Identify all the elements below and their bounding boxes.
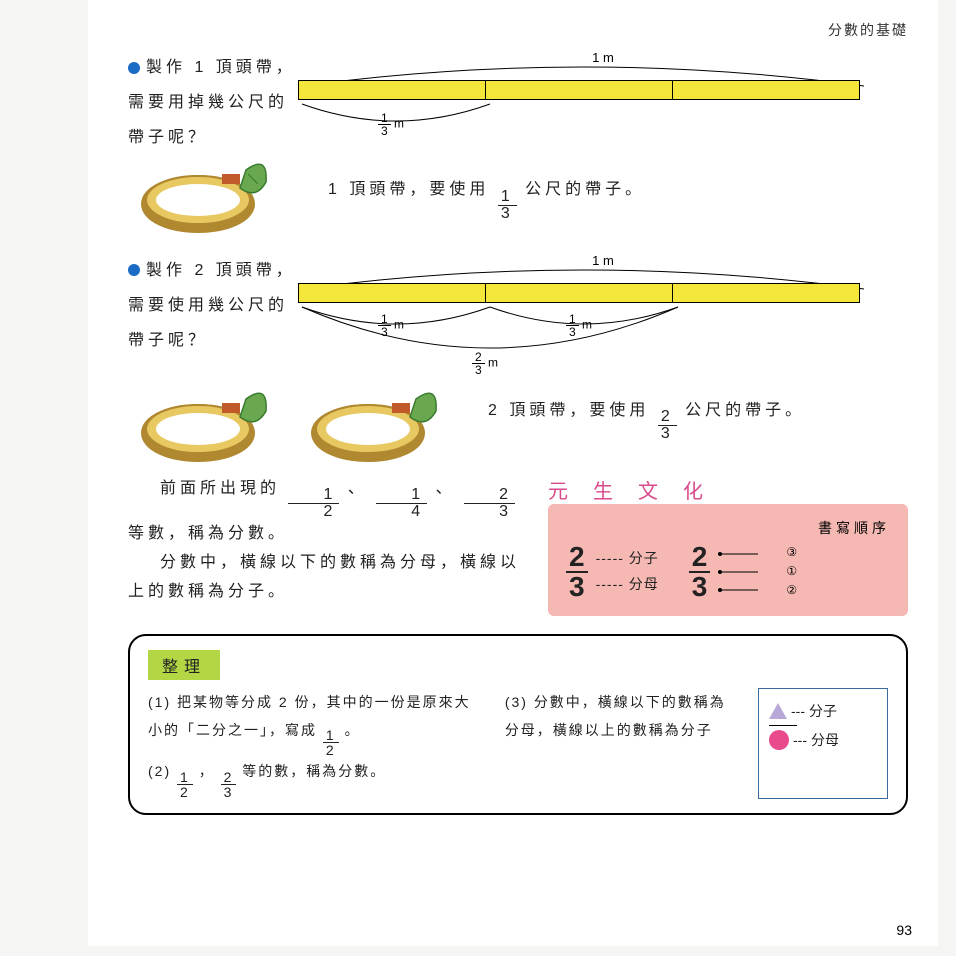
order-1: ① — [786, 562, 797, 581]
headband-ring-icon — [128, 152, 298, 242]
q2-two-label: 23 m — [472, 351, 498, 376]
circle-icon — [769, 730, 789, 750]
q1-seg-label: 13 m — [378, 112, 404, 137]
q2-seg2-label: 13 m — [566, 313, 592, 338]
pink-definition-box: 書寫順序 2 3 ----- 分子 ----- 分母 — [548, 504, 908, 616]
pinkbox-fraction: 2 3 — [566, 543, 588, 601]
bar-segment — [299, 284, 486, 302]
denominator-label: ----- 分母 — [596, 572, 659, 597]
q1-text: 製作 1 頂頭帶，需要用掉幾公尺的帶子呢？ — [128, 59, 296, 146]
bullet-icon — [128, 264, 140, 276]
numerator-label: ----- 分子 — [596, 546, 659, 571]
triangle-icon — [769, 703, 787, 719]
page-number: 93 — [896, 922, 912, 938]
pinkbox-fraction-order: 2 3 — [689, 543, 711, 601]
explain-line2: 分數中，橫線以下的數稱為分母，橫線以上的數稱為分子。 — [128, 549, 528, 607]
bar-segment — [673, 81, 859, 99]
bar-segment — [299, 81, 486, 99]
question-1: 製作 1 頂頭帶，需要用掉幾公尺的帶子呢？ 1 m 13 m — [128, 50, 908, 156]
q1-answer-row: 1 頂頭帶，要使用 13 公尺的帶子。 — [128, 152, 908, 247]
headband-ring-icon — [298, 381, 468, 471]
bar-segment — [486, 81, 673, 99]
order-2: ② — [786, 581, 797, 600]
summary-box: 整理 (1) 把某物等分成 2 份，其中的一份是原來大小的「二分之一」，寫成 1… — [128, 634, 908, 815]
chapter-title: 分數的基礎 — [128, 20, 908, 40]
q2-bar-diagram: 1 m 13 m 13 m 23 m — [298, 259, 908, 379]
q1-prompt: 製作 1 頂頭帶，需要用掉幾公尺的帶子呢？ — [128, 50, 298, 156]
explain-line1: 前面所出現的 12 、 14 、 23 等數，稱為分數。 — [128, 475, 528, 549]
q1-total-label: 1 m — [298, 50, 908, 65]
q2-text: 製作 2 頂頭帶，需要使用幾公尺的帶子呢？ — [128, 262, 296, 349]
summary-col1: (1) 把某物等分成 2 份，其中的一份是原來大小的「二分之一」，寫成 12 。… — [148, 688, 485, 799]
explanation-row: 前面所出現的 12 、 14 、 23 等數，稱為分數。 分數中，橫線以下的數稱… — [128, 475, 908, 616]
summary-col2: (3) 分數中，橫線以下的數稱為分母，橫線以上的數稱為分子 — [505, 688, 738, 799]
bar-segment — [486, 284, 673, 302]
question-2: 製作 2 頂頭帶，需要使用幾公尺的帶子呢？ 1 m 13 — [128, 253, 908, 379]
watermark-text: 元 生 文 化 — [548, 475, 908, 504]
headband-ring-icon — [128, 381, 298, 471]
pinkbox-title: 書寫順序 — [566, 518, 890, 538]
legend-denominator: 分母 — [811, 730, 839, 750]
q2-prompt: 製作 2 頂頭帶，需要使用幾公尺的帶子呢？ — [128, 253, 298, 359]
write-order-arrows — [718, 542, 778, 602]
q1-bar-diagram: 1 m 13 m — [298, 56, 908, 146]
legend-numerator: 分子 — [809, 701, 837, 721]
order-3: ③ — [786, 543, 797, 562]
q2-answer: 2 頂頭帶，要使用 23 公尺的帶子。 — [488, 381, 908, 442]
bar-segment — [673, 284, 859, 302]
bullet-icon — [128, 62, 140, 74]
fraction-legend: --- 分子 --- 分母 — [758, 688, 888, 799]
textbook-page: 分數的基礎 製作 1 頂頭帶，需要用掉幾公尺的帶子呢？ 1 m — [88, 0, 938, 946]
q2-answer-row: 2 頂頭帶，要使用 23 公尺的帶子。 — [128, 381, 908, 471]
q2-seg1-label: 13 m — [378, 313, 404, 338]
q2-total-label: 1 m — [298, 253, 908, 268]
summary-title: 整理 — [148, 650, 220, 680]
q1-answer: 1 頂頭帶，要使用 13 公尺的帶子。 — [328, 176, 645, 221]
